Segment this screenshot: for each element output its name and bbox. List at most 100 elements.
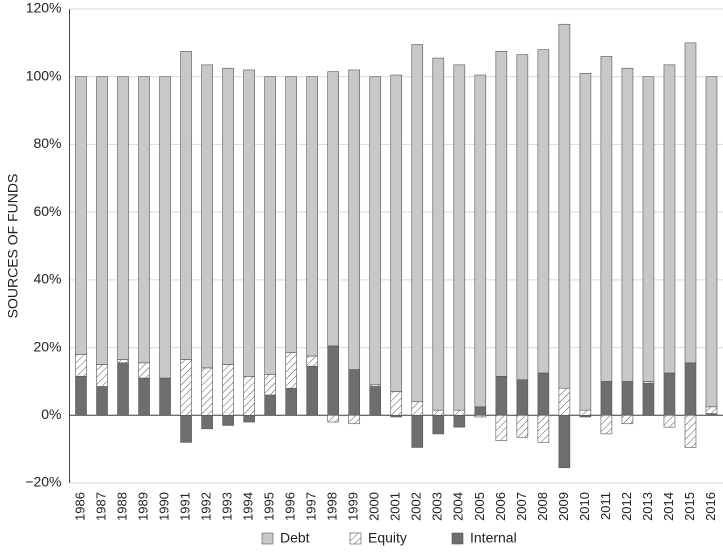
x-tick-label: 2006 xyxy=(493,492,508,521)
x-tick-label: 1994 xyxy=(241,492,256,521)
x-tick-label: 2003 xyxy=(430,492,445,521)
y-tick-label: −20% xyxy=(25,474,61,490)
x-tick-label: 1991 xyxy=(178,492,193,521)
bar-segment xyxy=(369,76,382,386)
legend-swatch xyxy=(261,532,274,545)
bar-segment xyxy=(348,69,361,370)
bar-segment xyxy=(390,391,403,416)
bar-segment xyxy=(159,377,171,416)
bar-segment xyxy=(117,362,129,416)
y-tick-label: 80% xyxy=(33,135,61,151)
bar-segment xyxy=(558,414,571,469)
bar-segment xyxy=(579,73,592,411)
y-axis-label: SOURCES OF FUNDS xyxy=(5,174,21,319)
bar-segment xyxy=(327,345,340,416)
x-tick-label: 2011 xyxy=(598,492,613,520)
bar-segment xyxy=(138,362,150,379)
bar-segment xyxy=(558,387,571,416)
bar-segment xyxy=(684,362,697,416)
bar-segment xyxy=(201,367,213,416)
bar-segment xyxy=(705,406,718,414)
bar-segment xyxy=(453,409,466,416)
bar-segment xyxy=(285,352,297,389)
bar-segment xyxy=(96,386,108,416)
bar-segment xyxy=(474,414,487,418)
bar-segment xyxy=(558,23,571,389)
bar-segment xyxy=(537,49,550,374)
bar-segment xyxy=(96,76,108,365)
bar-segment xyxy=(306,355,318,367)
legend-label: Equity xyxy=(368,530,407,546)
bar-segment xyxy=(201,64,213,369)
bar-segment xyxy=(75,376,87,416)
bar-segment xyxy=(453,414,466,428)
bar-segment xyxy=(75,354,87,377)
bar-segment xyxy=(453,64,466,411)
bar-segment xyxy=(327,414,340,423)
bar-segment xyxy=(432,409,445,416)
x-tick-label: 1987 xyxy=(93,492,108,521)
x-tick-label: 2000 xyxy=(367,492,382,521)
x-tick-label: 1988 xyxy=(114,492,129,521)
bar-segment xyxy=(243,376,255,416)
x-tick-label: 2005 xyxy=(472,492,487,521)
bar-segment xyxy=(348,369,361,416)
bar-segment xyxy=(348,414,361,425)
bar-segment xyxy=(285,387,297,416)
bar-segment xyxy=(369,386,382,416)
x-tick-label: 2008 xyxy=(535,492,550,521)
bar-segment xyxy=(537,372,550,416)
x-tick-label: 1993 xyxy=(220,492,235,521)
bar-segment xyxy=(159,76,171,379)
bar-segment xyxy=(138,377,150,416)
x-tick-label: 1996 xyxy=(283,492,298,521)
bar-segment xyxy=(600,56,613,382)
bar-segment xyxy=(411,401,424,416)
x-tick-label: 2002 xyxy=(409,492,424,521)
bar-segment xyxy=(579,409,592,416)
legend-label: Internal xyxy=(470,530,517,546)
bar-segment xyxy=(663,64,676,374)
y-tick-label: 40% xyxy=(33,271,61,287)
bar-segment xyxy=(117,359,129,364)
bar-segment xyxy=(390,74,403,392)
bar-segment xyxy=(243,69,255,377)
bar-segment xyxy=(327,71,340,347)
legend-swatch xyxy=(349,532,362,545)
bar-segment xyxy=(96,364,108,387)
bar-segment xyxy=(621,67,634,382)
bar-segment xyxy=(264,76,276,375)
bar-segment xyxy=(432,57,445,411)
bar-segment xyxy=(663,372,676,416)
bar-segment xyxy=(621,381,634,416)
bar-segment xyxy=(642,382,655,416)
x-tick-label: 1989 xyxy=(135,492,150,521)
x-tick-label: 2014 xyxy=(661,492,676,521)
bar-segment xyxy=(684,42,697,364)
bar-segment xyxy=(621,414,634,425)
bar-segment xyxy=(411,44,424,403)
bar-segment xyxy=(138,76,150,364)
bar-segment xyxy=(474,406,487,416)
bar-segment xyxy=(495,51,508,377)
bar-segment xyxy=(663,414,676,428)
x-tick-label: 1997 xyxy=(304,492,319,521)
bar-segment xyxy=(600,381,613,416)
bar-segment xyxy=(222,414,234,426)
x-tick-label: 1998 xyxy=(325,492,340,521)
x-tick-label: 1986 xyxy=(72,492,87,521)
x-tick-label: 2004 xyxy=(451,492,466,521)
bar-segment xyxy=(495,414,508,441)
bar-segment xyxy=(411,414,424,448)
x-tick-label: 1995 xyxy=(262,492,277,521)
x-tick-label: 1992 xyxy=(199,492,214,521)
x-tick-label: 2012 xyxy=(619,492,634,521)
x-tick-label: 2001 xyxy=(388,492,403,521)
legend-label: Debt xyxy=(280,530,310,546)
y-tick-label: 120% xyxy=(26,0,62,16)
bar-segment xyxy=(474,74,487,408)
bar-segment xyxy=(117,76,129,360)
bar-segment xyxy=(516,414,529,438)
x-tick-label: 2016 xyxy=(703,492,718,521)
